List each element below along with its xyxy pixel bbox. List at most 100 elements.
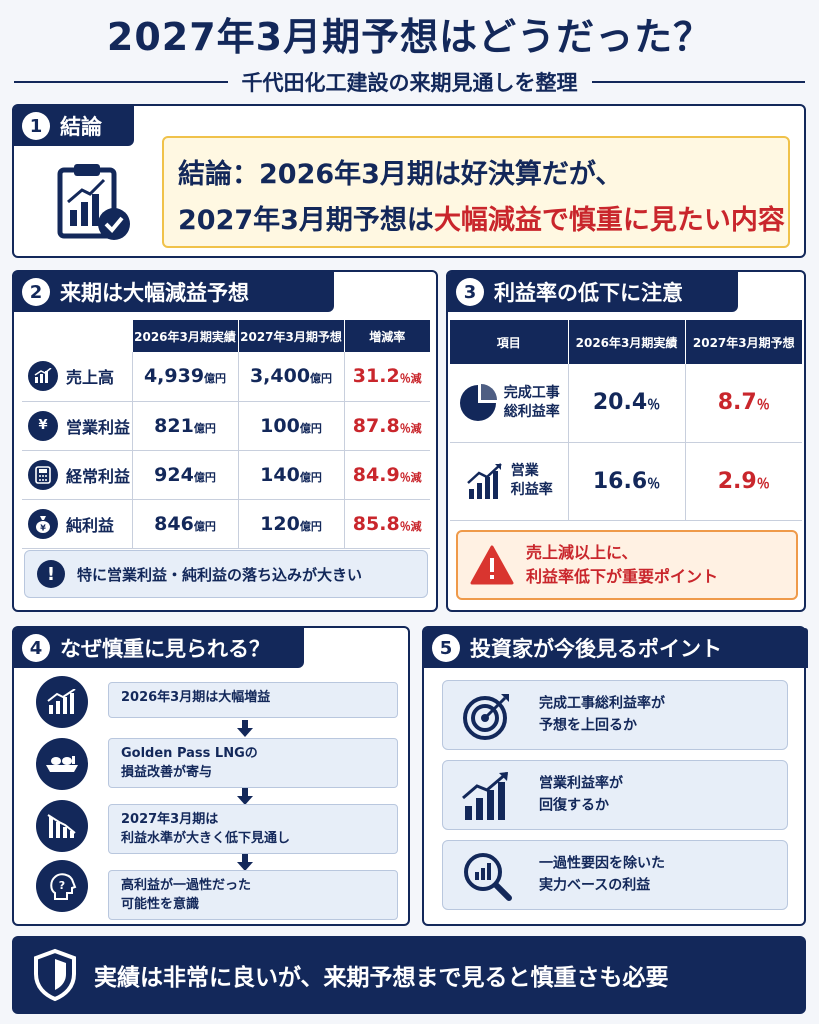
pct-unit: ％減: [399, 470, 422, 484]
clipboard-check-icon: [57, 164, 130, 240]
unit: 億円: [193, 470, 216, 484]
warning-line-1: 売上減以上に、: [526, 543, 638, 562]
subtitle-bar: 千代田化工建設の来期見通しを整理: [14, 68, 805, 96]
unit: 億円: [193, 519, 216, 533]
pct-unit: ％減: [399, 519, 422, 533]
table-row: ¥ 純利益 846億円 120億円 85.8％減: [22, 499, 430, 549]
panel-title: なぜ慎重に見られる？: [60, 637, 270, 661]
flow-step-text: 利益水準が大きく低下見通し: [121, 830, 291, 846]
actual-value: 924: [154, 463, 194, 486]
actual-value: 846: [154, 512, 194, 535]
column-header: 増減率: [343, 320, 430, 352]
point-item: 営業利益率が 回復するか: [442, 760, 788, 830]
warning-line-2: 利益率低下が重要ポイント: [526, 567, 719, 586]
flow-step-text: 損益改善が寄与: [121, 764, 213, 780]
forecast-value: 140: [260, 463, 300, 486]
declining-chart-icon: [36, 800, 88, 852]
forecast-value: 120: [260, 512, 300, 535]
investor-points-panel: 5 投資家が今後見るポイント 完成工事総利益率が 予想を上回るか 営業利益率が 回復…: [422, 626, 808, 926]
unit: 億円: [204, 372, 227, 386]
growth-chart-icon: [466, 463, 502, 499]
flow-step-text: 2027年3月期は: [121, 812, 219, 827]
forecast-rate: 2.9: [717, 468, 757, 494]
conclusion-panel: 1 結論 結論：2026年3月期は好決算だが、 2027年3月期予想は大幅減益で…: [12, 104, 806, 258]
unit: 億円: [299, 421, 322, 435]
actual-value: 4,939: [143, 365, 205, 388]
row-label: 営業利益: [66, 417, 131, 437]
forecast-rate: 8.7: [717, 390, 757, 416]
page-subtitle: 千代田化工建設の来期見通しを整理: [241, 71, 578, 95]
exclamation-icon: !: [37, 560, 65, 588]
flow-step-text: 可能性を意識: [121, 896, 200, 912]
point-line-2: 予想を上回るか: [539, 717, 637, 733]
unit: 億円: [193, 421, 216, 435]
conclusion-box: 結論：2026年3月期は好決算だが、 2027年3月期予想は大幅減益で慎重に見た…: [162, 136, 790, 248]
thinking-head-icon: ?: [36, 860, 88, 912]
divider: [591, 81, 805, 83]
section-number: 5: [432, 634, 460, 662]
panel-header: 5 投資家が今後見るポイント: [424, 628, 808, 668]
pie-chart-icon: [459, 383, 497, 421]
shield-icon: [34, 948, 76, 1002]
forecast-value: 100: [260, 414, 300, 437]
pct-unit: ％: [756, 398, 770, 414]
down-arrow-icon: [237, 788, 253, 805]
svg-text:?: ?: [59, 879, 65, 892]
row-label-line-2: 利益率: [510, 482, 553, 498]
point-item: 一過性要因を除いた 実力ベースの利益: [442, 840, 788, 910]
panel-header: 2 来期は大幅減益予想: [14, 272, 334, 312]
pct-unit: ％減: [399, 372, 422, 386]
panel-title: 来期は大幅減益予想: [60, 281, 249, 305]
pct-unit: ％減: [399, 421, 422, 435]
reason-panel: 4 なぜ慎重に見られる？ 2026年3月期は大幅増益 Golden Pass L…: [12, 626, 410, 926]
column-header: 2027年3月期予想: [684, 320, 802, 364]
table-row: 経常利益 924億円 140億円 84.9％減: [22, 450, 430, 500]
point-line-2: 実力ベースの利益: [539, 877, 651, 893]
table-corner: [22, 320, 132, 352]
panel-title: 利益率の低下に注意: [494, 281, 683, 305]
row-label: 経常利益: [66, 466, 131, 486]
pct-unit: ％: [647, 398, 661, 414]
actual-rate: 20.4: [592, 390, 648, 416]
point-line-1: 一過性要因を除いた: [539, 855, 665, 872]
money-bag-icon: ¥: [28, 508, 58, 539]
panel-header: 1 結論: [14, 106, 134, 146]
section-number: 1: [22, 112, 50, 140]
flow-step: 2026年3月期は大幅増益: [108, 682, 398, 718]
panel-title: 結論: [60, 115, 102, 139]
pct-unit: ％: [756, 476, 770, 492]
forecast-value: 3,400: [249, 365, 311, 388]
flow-step: Golden Pass LNGの 損益改善が寄与: [108, 738, 398, 788]
flow-step-text: 2026年3月期は大幅増益: [121, 690, 271, 705]
change-value: 87.8: [352, 414, 400, 437]
target-icon: [463, 694, 509, 740]
conclusion-highlight: 大幅減益で慎重に見たい内容: [433, 205, 785, 236]
magnifier-chart-icon: [464, 853, 512, 901]
pct-unit: ％: [647, 476, 661, 492]
yen-coin-icon: ¥: [28, 410, 58, 441]
actual-rate: 16.6: [592, 468, 648, 494]
growth-chart-icon: [36, 676, 88, 728]
column-header: 2026年3月期実績: [567, 320, 685, 364]
lng-ship-icon: [36, 738, 88, 790]
svg-text:¥: ¥: [40, 523, 46, 532]
flow-step: 高利益が一過性だった 可能性を意識: [108, 870, 398, 920]
row-label-line-1: 営業: [510, 463, 539, 480]
point-line-1: 完成工事総利益率が: [539, 695, 665, 712]
down-arrow-icon: [237, 854, 253, 871]
growth-chart-icon: [462, 771, 508, 820]
column-header: 2026年3月期実績: [131, 320, 238, 352]
unit: 億円: [310, 372, 333, 386]
point-item: 完成工事総利益率が 予想を上回るか: [442, 680, 788, 750]
page-title: 2027年3月期予想はどうだった？: [106, 15, 713, 59]
flow-step-text: Golden Pass LNGの: [121, 746, 258, 761]
forecast-table: 2026年3月期実績 2027年3月期予想 増減率 売上高 4,939億円 3,…: [22, 320, 430, 549]
footer-text: 実績は非常に良いが、来期予想まで見ると慎重さも必要: [94, 965, 669, 991]
panel-header: 4 なぜ慎重に見られる？: [14, 628, 304, 668]
footer-banner: 実績は非常に良いが、来期予想まで見ると慎重さも必要: [12, 936, 806, 1014]
row-label: 売上高: [66, 368, 115, 388]
table-row: 完成工事 総利益率 20.4％ 8.7％: [450, 364, 802, 443]
warning-box: 売上減以上に、利益率低下が重要ポイント: [456, 530, 798, 600]
unit: 億円: [299, 519, 322, 533]
column-header: 2027年3月期予想: [237, 320, 344, 352]
